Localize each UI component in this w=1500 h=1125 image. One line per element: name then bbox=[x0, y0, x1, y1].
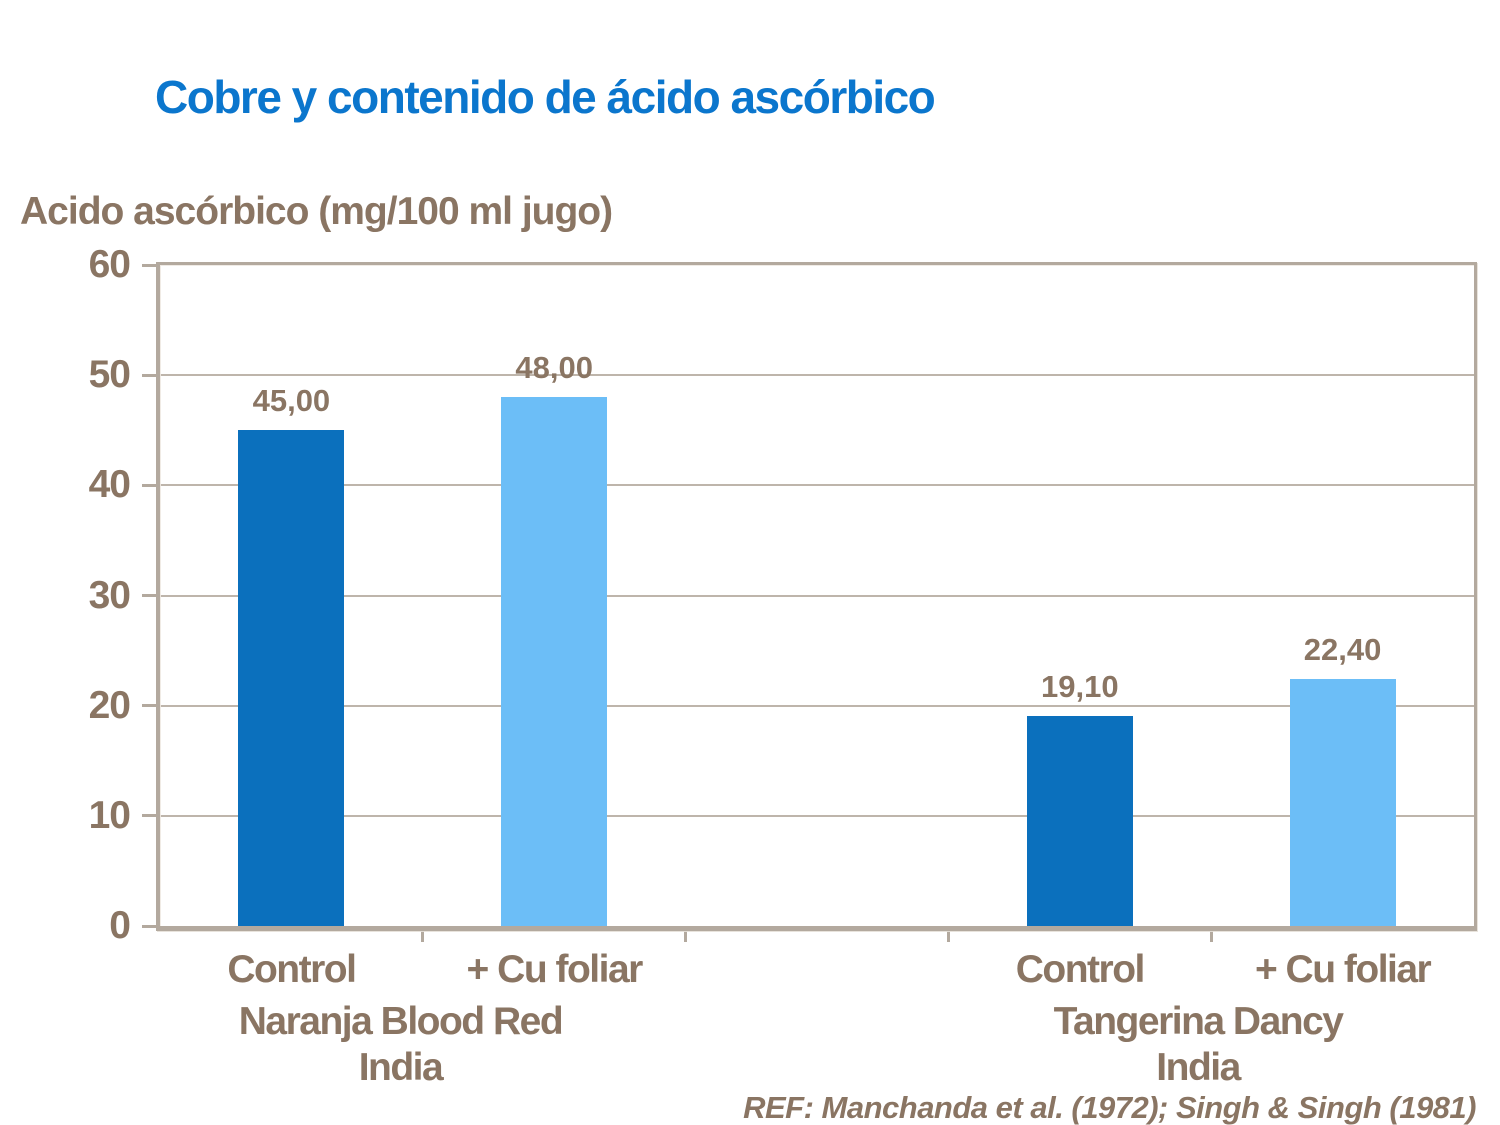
y-tick-label-40: 40 bbox=[88, 463, 131, 507]
y-tick-mark-50 bbox=[142, 373, 157, 377]
y-tick-mark-0 bbox=[142, 924, 157, 928]
y-tick-mark-60 bbox=[142, 263, 157, 267]
y-tick-mark-10 bbox=[142, 814, 157, 818]
group-label-1-line1: Naranja Blood Red bbox=[238, 1000, 564, 1043]
bar-value-label-4: 22,40 bbox=[1303, 632, 1382, 668]
y-tick-label-60: 60 bbox=[88, 243, 131, 286]
gridline-10 bbox=[160, 814, 1474, 817]
x-tick-mark-2 bbox=[684, 931, 688, 942]
y-tick-label-30: 30 bbox=[88, 573, 131, 617]
page-title: Cobre y contenido de ácido ascórbico bbox=[155, 71, 936, 123]
bar-2-cu-foliar bbox=[501, 397, 608, 926]
y-tick-mark-20 bbox=[142, 704, 157, 708]
gridline-30 bbox=[160, 594, 1474, 597]
bar-1-control bbox=[238, 430, 345, 926]
group-label-2-line1: Tangerina Dancy bbox=[1053, 1000, 1344, 1043]
y-axis-title: Acido ascórbico (mg/100 ml jugo) bbox=[20, 190, 613, 233]
y-tick-label-10: 10 bbox=[88, 793, 131, 837]
plot-frame bbox=[156, 262, 1477, 931]
category-label-1: Control bbox=[227, 948, 357, 991]
plot-area: 45,00 48,00 19,10 22,40 bbox=[142, 262, 1477, 942]
group-label-1-line2: India bbox=[358, 1046, 444, 1089]
category-label-3: Control bbox=[1015, 948, 1146, 991]
y-tick-label-20: 20 bbox=[88, 683, 131, 727]
bar-4-cu-foliar bbox=[1289, 679, 1396, 926]
category-label-2: + Cu foliar bbox=[466, 948, 644, 991]
y-tick-label-50: 50 bbox=[88, 353, 131, 397]
bar-value-label-1: 45,00 bbox=[252, 383, 331, 419]
gridline-50 bbox=[160, 374, 1474, 377]
bar-value-label-3: 19,10 bbox=[1041, 668, 1119, 704]
bar-value-label-2: 48,00 bbox=[515, 350, 593, 386]
x-tick-mark-1 bbox=[421, 931, 425, 942]
category-label-4: + Cu foliar bbox=[1254, 948, 1432, 991]
bar-3-control bbox=[1026, 715, 1133, 926]
y-tick-mark-30 bbox=[142, 594, 157, 597]
gridline-20 bbox=[160, 704, 1474, 707]
x-tick-mark-3 bbox=[946, 931, 950, 942]
group-label-2-line2: India bbox=[1156, 1046, 1241, 1089]
x-tick-mark-4 bbox=[1209, 931, 1213, 942]
reference-citation: REF: Manchanda et al. (1972); Singh & Si… bbox=[743, 1090, 1476, 1125]
gridline-40 bbox=[160, 484, 1474, 487]
y-tick-label-0: 0 bbox=[109, 904, 131, 947]
y-tick-mark-40 bbox=[142, 483, 157, 487]
